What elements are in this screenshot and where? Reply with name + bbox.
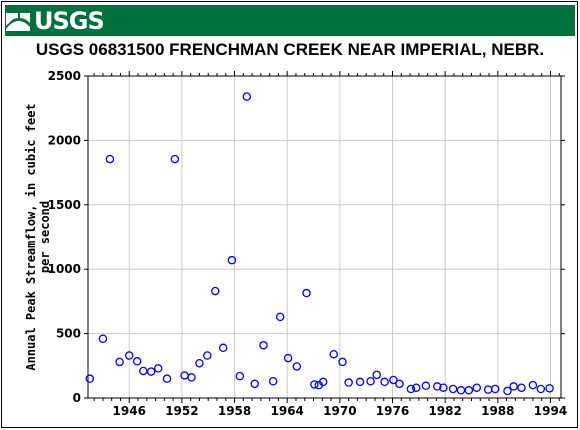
data-point [456,386,466,395]
usgs-logo[interactable]: USGS [5,5,105,36]
data-point [406,384,416,394]
data-point [380,377,389,387]
data-point [338,357,347,367]
data-point [170,154,180,164]
x-tick-label: 1964 [271,404,304,418]
data-point [195,358,204,368]
data-point [355,377,365,387]
data-point [395,379,404,389]
data-point [132,357,142,366]
data-point [210,286,220,296]
plot-border [87,75,562,399]
data-point [421,381,431,391]
data-point [242,92,252,101]
y-axis-label: Annual Peak Streamflow, in cubic feet [24,103,38,370]
data-point [283,353,293,363]
data-point [153,364,163,373]
y-tick-label: 1000 [48,262,81,276]
data-point [250,379,259,389]
data-point [366,377,375,386]
data-point [139,366,148,376]
data-point [146,367,156,376]
usgs-logo-text: USGS [34,6,105,35]
chart-title: USGS 06831500 FRENCHMAN CREEK NEAR IMPER… [35,40,545,59]
usgs-banner: USGS [5,5,575,36]
data-point [509,382,518,391]
data-point [187,373,196,382]
y-tick-label: 1500 [48,198,81,212]
x-tick-label: 1976 [376,404,409,418]
x-tick-label: 1982 [428,404,461,418]
x-tick-label: 1946 [113,404,146,418]
x-tick-label: 1988 [481,404,514,418]
data-point [344,378,353,387]
data-point [310,380,319,389]
data-point [411,383,421,392]
data-point [318,377,328,387]
data-point [203,351,212,360]
data-point [235,371,245,381]
data-point [105,154,115,164]
data-point [464,386,474,395]
usgs-wave-icon [6,12,30,31]
data-point [433,382,442,391]
x-tick-label: 1952 [165,404,198,418]
data-point [302,288,311,298]
y-tick-label: 500 [56,327,81,341]
data-point [517,383,526,392]
data-point [218,343,228,353]
data-point [98,334,108,344]
data-point [259,340,268,350]
y-tick-label: 2500 [48,69,81,83]
data-point [490,384,500,394]
x-tick-label: 1994 [534,404,567,418]
data-point [448,384,458,394]
y-axis-label: per second [38,201,52,273]
data-point [329,349,338,359]
data-point [227,255,237,265]
data-point [124,351,134,360]
data-point [115,357,124,367]
data-point [528,380,538,390]
data-point [536,384,546,394]
x-tick-label: 1970 [323,404,356,418]
data-point [439,383,448,392]
data-point [545,384,554,393]
data-point [162,374,172,383]
x-tick-label: 1958 [218,404,251,418]
y-tick-label: 2000 [48,133,81,147]
data-point [292,362,302,371]
data-point [268,377,278,386]
data-point [472,383,482,392]
data-point [389,375,398,385]
y-tick-label: 0 [73,391,81,405]
data-point [372,370,381,380]
data-point [275,312,285,322]
plot-area [88,76,561,398]
data-point [503,386,512,396]
data-point [85,374,95,383]
